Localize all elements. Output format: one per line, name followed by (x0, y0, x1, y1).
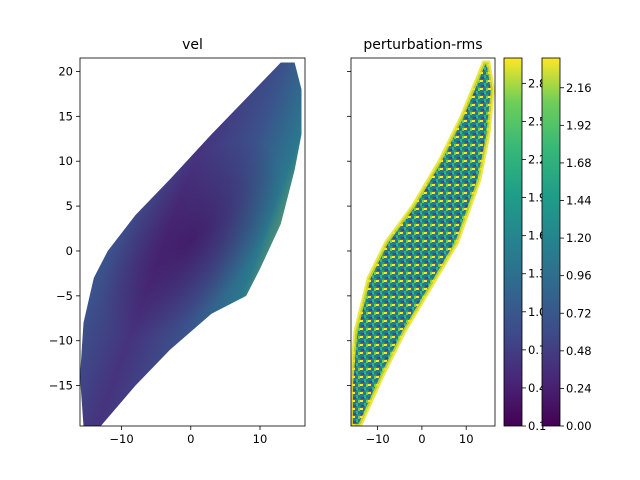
colorbar-2-tick-label: 2.16 (566, 81, 592, 95)
colorbar-2-tick-label: 0.72 (566, 306, 592, 320)
colorbar-2-tick-label: 0.96 (566, 269, 592, 283)
rms-colorbar: 0.00 0.24 0.48 0.72 0.96 1.20 1.44 1.68 1.92 2.16 (541, 57, 592, 433)
vel-xtick-label: −10 (109, 432, 133, 446)
vel-ytick-label: 20 (58, 64, 73, 78)
rms-xtick-label: −10 (365, 432, 389, 446)
vel-ytick-label: 15 (58, 109, 73, 123)
vel-y-axis: −15 −10 −5 0 5 10 15 20 (49, 64, 80, 393)
vel-colorbar: 0.10.40.71.01.31.61.92.22.52.8 (503, 57, 546, 433)
vel-xtick-label: 10 (253, 432, 268, 446)
colorbar-2-tick-label: 1.44 (566, 194, 592, 208)
perturbation-rms-panel: perturbation-rms −10 0 10 (347, 37, 496, 446)
rms-x-axis: −10 0 10 (365, 426, 474, 446)
rms-data-region (351, 62, 493, 426)
vel-axes-frame (79, 57, 306, 427)
colorbar-2-tick-label: 1.92 (566, 118, 592, 132)
colorbar-2-tick-label: 1.68 (566, 156, 592, 170)
rms-y-axis (347, 71, 351, 387)
rms-xtick-label: 0 (418, 432, 425, 446)
rms-edge-band (351, 60, 495, 426)
colorbar-2-tick-label: 0.24 (566, 381, 592, 395)
vel-ytick-label: −15 (49, 379, 73, 393)
rms-xtick-label: 10 (459, 432, 474, 446)
vel-ytick-label: 10 (58, 154, 73, 168)
colorbar-2-tick-label: 0.48 (566, 344, 592, 358)
vel-ytick-label: 5 (66, 199, 73, 213)
vel-x-axis: −10 0 10 (109, 426, 267, 446)
rms-axes-frame (350, 57, 496, 427)
vel-ytick-label: −10 (49, 334, 73, 348)
rms-title: perturbation-rms (363, 37, 482, 53)
vel-panel: vel −10 0 10 −15 −10 −5 0 5 10 15 20 (49, 37, 306, 446)
vel-low-core (102, 140, 282, 340)
vel-ytick-label: 0 (66, 244, 73, 258)
colorbar-2-tick-label: 1.20 (566, 231, 592, 245)
vel-ytick-label: −5 (56, 289, 73, 303)
vel-xtick-label: 0 (187, 432, 194, 446)
colorbar-2-tick-label: 0.00 (566, 419, 592, 433)
vel-title: vel (182, 37, 203, 53)
